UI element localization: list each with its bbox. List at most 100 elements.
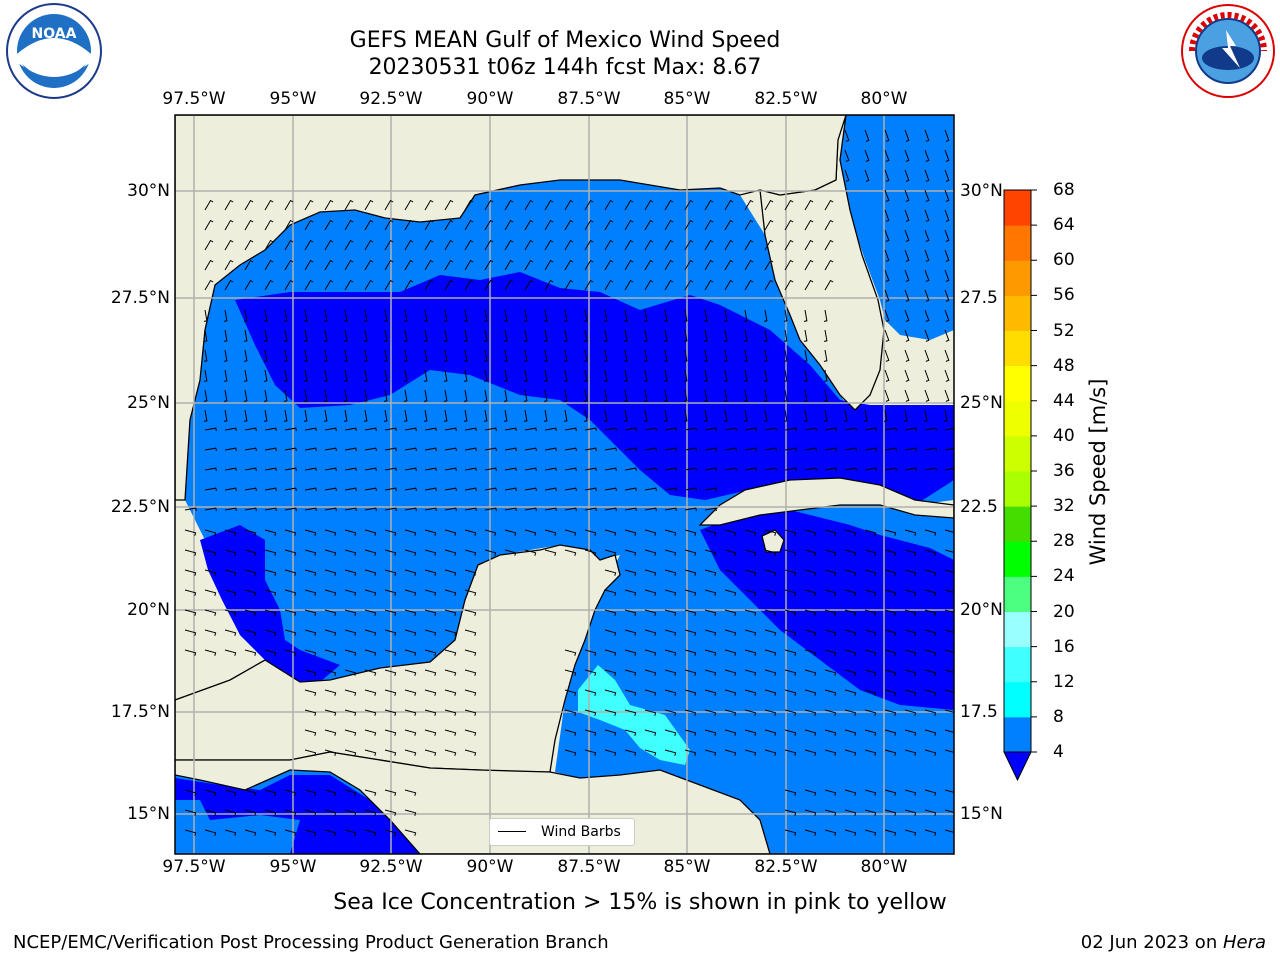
wind-barb: [584, 279, 594, 291]
colorbar-tick-label: 12: [1053, 671, 1075, 692]
wind-barb: [303, 369, 308, 382]
cuba: [698, 477, 954, 526]
colorbar-tick-label: 56: [1053, 285, 1075, 306]
wind-barb: [684, 669, 697, 676]
wind-barb: [283, 329, 288, 342]
wind-barb: [564, 239, 574, 251]
wind-barb: [824, 649, 837, 656]
wind-barb: [464, 749, 477, 756]
wind-barb: [384, 569, 397, 576]
wind-barb: [924, 369, 930, 382]
wind-barb: [204, 219, 214, 231]
wind-barb: [944, 269, 950, 282]
wind-barb: [664, 689, 677, 696]
wind-barb: [264, 279, 274, 291]
wind-barb: [564, 199, 574, 211]
wind-barb: [664, 589, 677, 596]
wind-barb: [384, 589, 397, 596]
wind-barb: [644, 629, 657, 636]
wind-barb: [603, 409, 608, 422]
wind-barb: [464, 427, 477, 432]
wind-barb: [864, 649, 877, 656]
wind-barb: [424, 507, 437, 512]
lat-tick-left: 22.5°N: [110, 497, 170, 517]
wind-barb: [644, 219, 654, 231]
wind-barb: [684, 649, 697, 656]
wind-barb: [304, 589, 317, 596]
wind-barb: [584, 549, 597, 556]
wind-barb: [684, 689, 697, 696]
wind-barb: [384, 487, 397, 492]
colorbar-segment: [1004, 611, 1031, 648]
wind-barb: [523, 409, 528, 422]
wind-barb: [803, 409, 808, 422]
colorbar-tick-label: 16: [1053, 636, 1075, 657]
wind-barb: [224, 809, 237, 816]
wind-barb: [424, 649, 437, 656]
wind-barb: [463, 389, 468, 402]
wind-barb: [604, 507, 617, 512]
wind-barb: [584, 239, 594, 251]
wind-barb: [944, 549, 954, 553]
wind-barb: [684, 569, 697, 576]
wind-barb: [763, 329, 768, 342]
wind-barb: [544, 219, 554, 231]
wind-barb: [324, 789, 337, 796]
wind-barb: [684, 219, 694, 231]
wind-barb: [223, 309, 228, 322]
wind-barb: [504, 487, 517, 492]
wind-barb: [924, 289, 930, 302]
wind-barb: [944, 569, 954, 573]
wind-barb: [764, 199, 774, 211]
wind-barb: [184, 809, 197, 816]
wind-barb: [644, 259, 654, 271]
wind-barb: [784, 569, 797, 576]
wind-barb: [443, 389, 448, 402]
wind-barb: [224, 507, 237, 512]
wind-barb: [244, 789, 257, 796]
wind-barb: [724, 629, 737, 636]
wind-barb: [203, 409, 208, 422]
wind-barb: [884, 427, 897, 432]
wind-barb: [924, 349, 930, 362]
low-wind-band-north: [235, 272, 954, 505]
wind-barb: [824, 729, 837, 736]
wind-barb: [564, 507, 577, 512]
wind-barb: [804, 467, 817, 472]
wind-barb: [304, 609, 317, 616]
wind-barb: [724, 467, 737, 472]
wind-barb: [324, 259, 334, 271]
wind-barb: [543, 329, 548, 342]
wind-barb: [363, 329, 368, 342]
wind-barb: [624, 609, 637, 616]
wind-barb: [644, 487, 657, 492]
wind-barb: [624, 629, 637, 636]
wind-barb: [344, 669, 357, 676]
lon-tick-top: 95°W: [269, 89, 317, 109]
wind-barb: [224, 279, 234, 291]
wind-barb: [344, 259, 354, 271]
wind-barb: [523, 369, 528, 382]
wind-barb: [904, 709, 917, 716]
wind-barb: [624, 239, 634, 251]
wind-barb: [723, 329, 728, 342]
wind-barb: [844, 589, 857, 596]
wind-barb: [803, 349, 808, 362]
wind-barb: [664, 749, 677, 756]
wind-barb: [324, 809, 337, 816]
colorbar-tick-label: 48: [1053, 355, 1075, 376]
wind-barb: [744, 609, 757, 616]
wind-barb: [543, 389, 548, 402]
wind-barb: [604, 219, 614, 231]
wind-barb: [784, 219, 794, 231]
wind-barb: [363, 349, 368, 362]
wind-barb: [324, 487, 337, 492]
wind-barb: [684, 239, 694, 251]
wind-barb: [444, 629, 457, 636]
colorbar-tick-label: 28: [1053, 531, 1075, 552]
wind-barb: [784, 239, 794, 251]
wind-barb: [603, 389, 608, 402]
wind-barb: [524, 507, 537, 512]
wind-barb: [644, 689, 657, 696]
wind-barb: [944, 329, 950, 342]
